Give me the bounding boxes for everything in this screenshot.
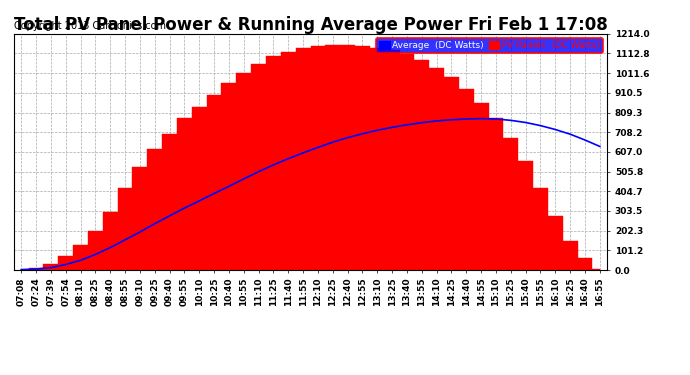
Title: Total PV Panel Power & Running Average Power Fri Feb 1 17:08: Total PV Panel Power & Running Average P…: [14, 16, 607, 34]
Legend: Average  (DC Watts), PV Panels  (DC Watts): Average (DC Watts), PV Panels (DC Watts): [376, 38, 602, 53]
Text: Copyright 2013 Cartronics.com: Copyright 2013 Cartronics.com: [14, 21, 166, 32]
